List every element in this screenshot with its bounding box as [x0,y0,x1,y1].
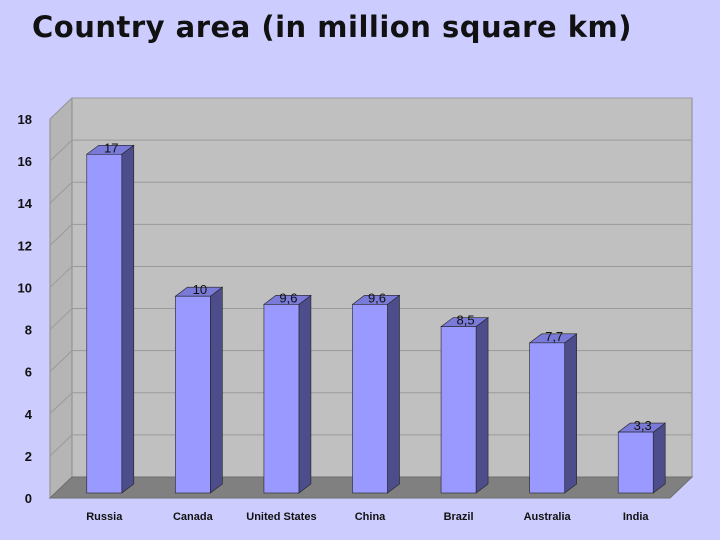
gridline-depth [49,139,73,162]
gridline-depth [49,266,73,288]
bar-side [298,294,312,494]
y-tick-label: 10 [18,280,32,295]
bar [440,317,489,494]
bar-side [210,286,223,494]
y-tick-label: 8 [25,323,32,338]
y-axis: 0 2 4 6 8 10 12 14 16 18 [18,112,33,506]
y-tick-label: 16 [18,154,32,169]
bar-side [652,422,666,494]
bar-side [121,144,135,494]
data-label: 10 [193,282,207,297]
y-tick-label: 12 [18,238,32,253]
x-tick-label: Brazil [444,511,474,523]
data-label: 17 [104,140,118,155]
y-tick-label: 6 [25,365,32,380]
gridline-depth [49,181,73,204]
data-label: 9,6 [368,290,386,305]
y-tick-label: 18 [18,112,32,127]
x-tick-label: United States [246,511,316,523]
y-tick-label: 14 [18,196,33,211]
bar [528,333,578,494]
bar [85,144,135,494]
data-label: 3,3 [634,418,652,433]
bar [617,422,667,494]
x-tick-label: Russia [86,511,123,523]
y-tick-label: 0 [25,491,32,506]
gridline-depth [49,223,73,246]
y-tick-label: 2 [25,449,32,464]
bars [85,144,667,494]
bar-front [617,431,654,494]
bar-front [352,304,388,494]
data-label: 9,6 [279,290,297,305]
gridline-depth [49,434,73,457]
bar-front [440,326,477,494]
bar-side [564,333,577,494]
bar-side [387,294,400,494]
x-tick-label: Canada [173,511,214,523]
bar-front [263,304,300,494]
bar-front [175,295,211,494]
bar-front [529,342,565,494]
chart-title: Country area (in million square km) [32,10,633,44]
bar [263,294,312,494]
x-axis: Russia Canada United States China Brazil Aust… [86,511,649,523]
data-labels: 17 10 9,6 9,6 8,5 7,7 3,3 [104,140,652,433]
x-tick-label: China [355,511,386,523]
data-label: 8,5 [457,313,475,328]
y-tick-label: 4 [25,407,33,422]
gridline-depth [49,350,73,373]
x-tick-label: India [623,511,650,523]
data-label: 7,7 [545,329,563,344]
gridline-depth [49,308,73,330]
gridline-depth [49,97,73,120]
bar-front [86,153,123,494]
bar [174,286,224,494]
gridline-depth [49,392,73,415]
x-tick-label: Australia [524,511,572,523]
bar [351,294,401,494]
bar-side [475,317,489,494]
